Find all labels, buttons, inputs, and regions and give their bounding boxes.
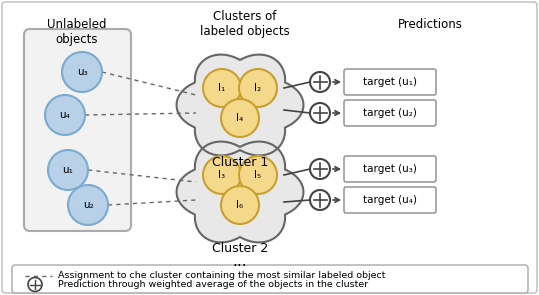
FancyBboxPatch shape: [344, 69, 436, 95]
Text: l₁: l₁: [218, 83, 226, 93]
Polygon shape: [177, 142, 303, 242]
Circle shape: [48, 150, 88, 190]
Circle shape: [45, 95, 85, 135]
Polygon shape: [177, 55, 303, 155]
Circle shape: [239, 156, 277, 194]
Text: u₁: u₁: [63, 165, 73, 175]
FancyBboxPatch shape: [344, 100, 436, 126]
Text: l₂: l₂: [254, 83, 261, 93]
Text: Unlabeled
objects: Unlabeled objects: [47, 18, 107, 46]
Text: Assignment to che cluster containing the most similar labeled object: Assignment to che cluster containing the…: [58, 271, 385, 280]
Text: Cluster 2: Cluster 2: [212, 242, 268, 255]
Text: l₄: l₄: [237, 113, 244, 123]
Circle shape: [310, 103, 330, 123]
Text: l₆: l₆: [237, 200, 244, 210]
Text: ...: ...: [233, 255, 247, 270]
Text: Predictions: Predictions: [398, 18, 462, 31]
Circle shape: [203, 156, 241, 194]
FancyBboxPatch shape: [24, 29, 131, 231]
FancyBboxPatch shape: [12, 265, 528, 293]
Text: Clusters of
labeled objects: Clusters of labeled objects: [200, 10, 290, 38]
Circle shape: [68, 185, 108, 225]
Text: target (u₄): target (u₄): [363, 195, 417, 205]
Circle shape: [203, 69, 241, 107]
Circle shape: [310, 190, 330, 210]
Text: Prediction through weighted average of the objects in the cluster: Prediction through weighted average of t…: [58, 280, 368, 289]
Circle shape: [221, 186, 259, 224]
Circle shape: [310, 72, 330, 92]
Circle shape: [310, 159, 330, 179]
Text: Cluster 1: Cluster 1: [212, 155, 268, 168]
Text: target (u₂): target (u₂): [363, 108, 417, 118]
Text: target (u₃): target (u₃): [363, 164, 417, 174]
FancyBboxPatch shape: [344, 187, 436, 213]
Circle shape: [239, 69, 277, 107]
Text: l₃: l₃: [218, 170, 225, 180]
Circle shape: [62, 52, 102, 92]
Text: u₃: u₃: [77, 67, 87, 77]
Text: l₅: l₅: [254, 170, 261, 180]
FancyBboxPatch shape: [2, 2, 537, 293]
Circle shape: [221, 99, 259, 137]
Circle shape: [28, 278, 42, 291]
Text: target (u₁): target (u₁): [363, 77, 417, 87]
Text: u₄: u₄: [60, 110, 71, 120]
FancyBboxPatch shape: [344, 156, 436, 182]
Text: u₂: u₂: [82, 200, 93, 210]
